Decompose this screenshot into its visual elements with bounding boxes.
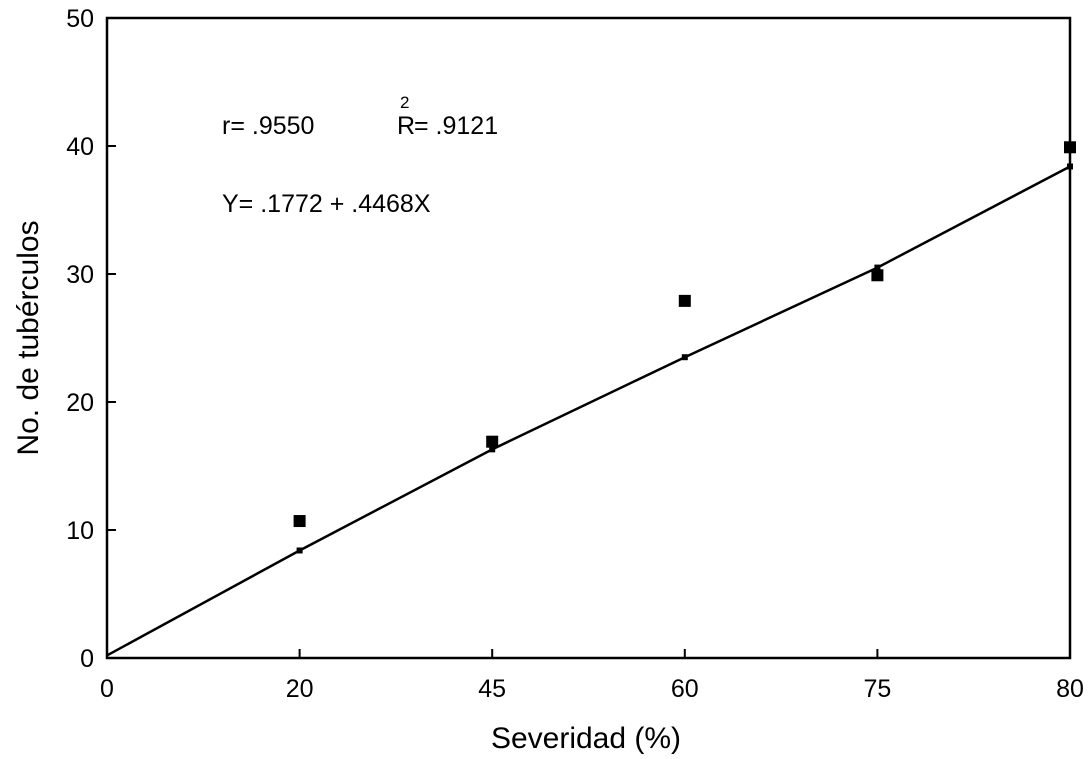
annotation-r2-prefix: R xyxy=(397,112,415,140)
regression-line xyxy=(106,165,1071,657)
y-tick-label: 50 xyxy=(66,5,94,33)
x-tick-label: 0 xyxy=(100,675,114,703)
plot-frame xyxy=(105,16,1072,660)
data-point xyxy=(678,294,691,307)
fitted-point xyxy=(681,354,688,361)
data-point xyxy=(1064,141,1076,154)
y-tick-label: 10 xyxy=(66,517,94,545)
y-axis-label: No. de tubérculos xyxy=(12,220,45,455)
y-tick-label: 20 xyxy=(66,389,94,417)
fitted-point xyxy=(296,547,303,554)
y-tick-label: 30 xyxy=(66,261,94,289)
annotation-r2-value: = .9121 xyxy=(414,112,498,140)
y-tick-label: 0 xyxy=(80,645,94,673)
annotation-r2-superscript: 2 xyxy=(400,93,409,112)
x-tick-label: 45 xyxy=(478,675,506,703)
tick-group: 0 20 45 60 75 80 0 10 20 30 40 50 xyxy=(66,5,1084,703)
data-point xyxy=(293,515,306,528)
x-tick-label: 80 xyxy=(1056,675,1084,703)
x-axis-label: Severidad (%) xyxy=(491,722,681,755)
x-tick-label: 60 xyxy=(671,675,699,703)
annotation-r: r= .9550 xyxy=(222,112,314,140)
x-tick-label: 20 xyxy=(286,675,314,703)
x-tick-label: 75 xyxy=(863,675,891,703)
regression-line-group xyxy=(106,163,1073,657)
fitted-point xyxy=(1067,163,1073,170)
fitted-point xyxy=(489,446,496,453)
annotation-equation: Y= .1772 + .4468X xyxy=(222,190,431,218)
data-point xyxy=(486,435,499,448)
data-points xyxy=(293,141,1076,528)
data-point xyxy=(871,269,884,282)
y-tick-label: 40 xyxy=(66,133,94,161)
fitted-point xyxy=(874,264,881,271)
